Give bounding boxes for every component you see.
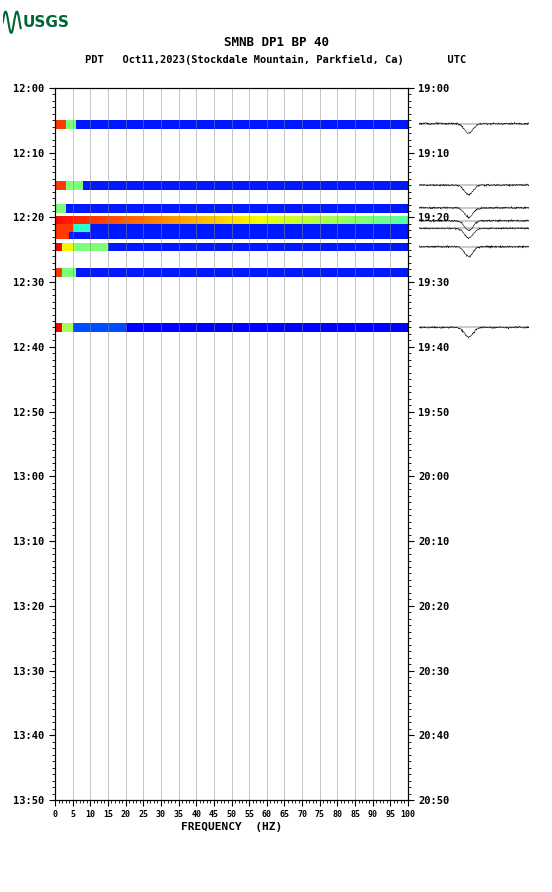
Text: PDT   Oct11,2023(Stockdale Mountain, Parkfield, Ca)       UTC: PDT Oct11,2023(Stockdale Mountain, Parkf… (86, 55, 466, 65)
Text: USGS: USGS (23, 15, 70, 29)
Text: SMNB DP1 BP 40: SMNB DP1 BP 40 (224, 36, 328, 48)
X-axis label: FREQUENCY  (HZ): FREQUENCY (HZ) (181, 822, 282, 832)
